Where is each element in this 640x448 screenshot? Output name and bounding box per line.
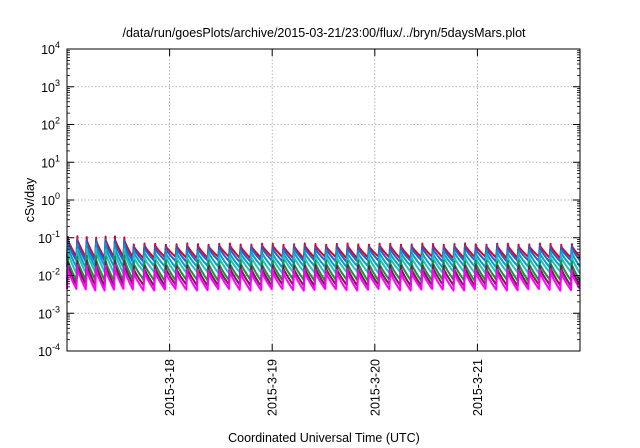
x-tick-label: 2015-3-19 [266,359,280,416]
series-line [66,247,581,275]
x-tick-label: 2015-3-18 [163,359,177,416]
series-line [66,242,581,269]
y-tick-exponent: -2 [52,267,60,277]
y-tick-label: 101 [41,153,60,170]
y-tick-label: 10-3 [38,304,60,321]
y-tick-label: 10-2 [38,267,60,284]
y-tick-exponent: 0 [55,191,60,201]
y-tick-exponent: 4 [55,40,60,50]
y-tick-label: 103 [41,78,60,95]
y-tick-exponent: -4 [52,342,60,352]
x-axis-label: Coordinated Universal Time (UTC) [228,431,420,445]
series-lines [66,235,581,292]
y-tick-label: 104 [41,40,60,57]
series-line [66,264,581,292]
chart-title: /data/run/goesPlots/archive/2015-03-21/2… [122,26,526,40]
series-line [66,254,581,283]
y-tick-exponent: 2 [55,116,60,126]
y-tick-label: 100 [41,191,60,208]
y-tick-label: 102 [41,116,60,133]
grid [67,49,580,351]
y-tick-label: 10-1 [38,229,60,246]
x-tick-label: 2015-3-21 [471,359,485,416]
series-line [66,238,581,263]
x-tick-label: 2015-3-20 [368,359,382,416]
y-tick-label: 10-4 [38,342,60,359]
axis-ticks [67,48,580,352]
y-tick-exponent: -3 [52,304,60,314]
y-tick-exponent: 3 [55,78,60,88]
y-tick-exponent: 1 [55,153,60,163]
x-tick-labels: 2015-3-18 2015-3-19 2015-3-20 2015-3-21 [163,359,485,416]
y-tick-exponent: -1 [52,229,60,239]
y-axis-label: cSv/day [23,177,37,222]
